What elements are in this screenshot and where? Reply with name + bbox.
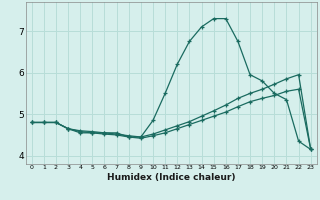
- X-axis label: Humidex (Indice chaleur): Humidex (Indice chaleur): [107, 173, 236, 182]
